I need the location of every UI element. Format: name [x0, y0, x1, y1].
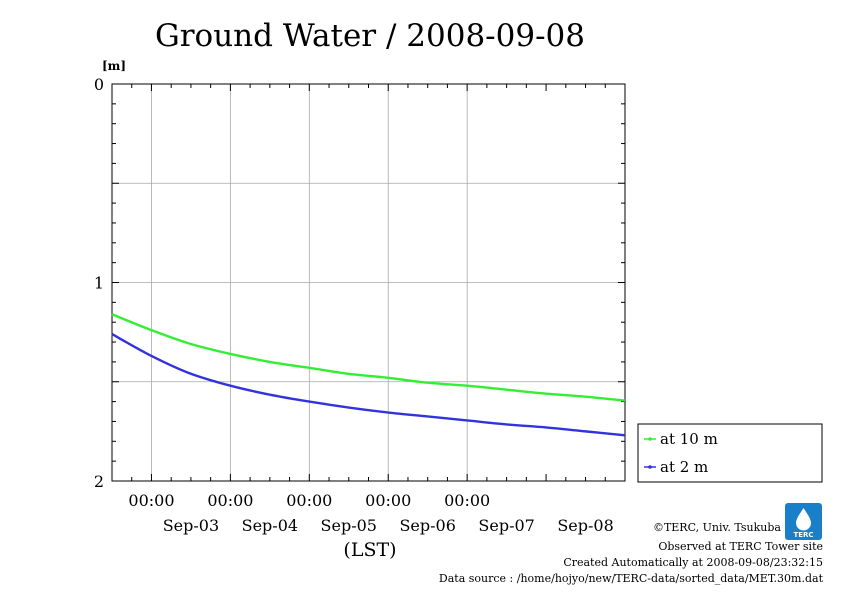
x-tick-time-label: 00:00	[207, 491, 253, 510]
x-day-label: Sep-04	[242, 516, 298, 535]
series-line-at-2m	[111, 333, 626, 437]
y-tick-label: 1	[94, 274, 104, 293]
x-day-label: Sep-06	[399, 516, 455, 535]
y-axis: 0 1 2	[94, 75, 104, 491]
water-drop-icon	[796, 508, 811, 531]
y-tick-label: 2	[94, 472, 104, 491]
y-unit-label: [m]	[102, 59, 126, 73]
created-text: Created Automatically at 2008-09-08/23:3…	[563, 556, 823, 569]
terc-logo: TERC	[785, 503, 822, 540]
x-tick-time-label: 00:00	[286, 491, 332, 510]
legend: at 10 m at 2 m	[637, 423, 823, 483]
x-tick-time-label: 00:00	[444, 491, 490, 510]
observed-text: Observed at TERC Tower site	[658, 540, 823, 553]
logo-text: TERC	[793, 531, 813, 539]
x-tick-time-label: 00:00	[365, 491, 411, 510]
legend-marker	[648, 437, 652, 441]
x-day-label: Sep-05	[321, 516, 377, 535]
x-axis: 00:00 00:00 00:00 00:00 00:00 Sep-03 Sep-04 Sep…	[128, 491, 613, 535]
x-axis-label: (LST)	[343, 539, 396, 561]
legend-box	[637, 423, 823, 483]
copyright-text: ©TERC, Univ. Tsukuba	[653, 521, 781, 534]
grid	[112, 84, 625, 481]
data-source-text: Data source : /home/hojyo/new/TERC-data/…	[439, 572, 824, 585]
legend-marker	[648, 465, 652, 469]
plot-frame	[111, 83, 626, 482]
series-line-at-10m	[111, 313, 626, 402]
legend-label: at 10 m	[660, 430, 718, 448]
x-day-label: Sep-08	[557, 516, 613, 535]
series-layer	[111, 313, 626, 437]
x-tick-time-label: 00:00	[128, 491, 174, 510]
y-tick-label: 0	[94, 75, 104, 94]
chart-title: Ground Water / 2008-09-08	[155, 18, 585, 54]
x-day-label: Sep-07	[478, 516, 534, 535]
legend-label: at 2 m	[660, 458, 708, 476]
x-day-label: Sep-03	[163, 516, 219, 535]
